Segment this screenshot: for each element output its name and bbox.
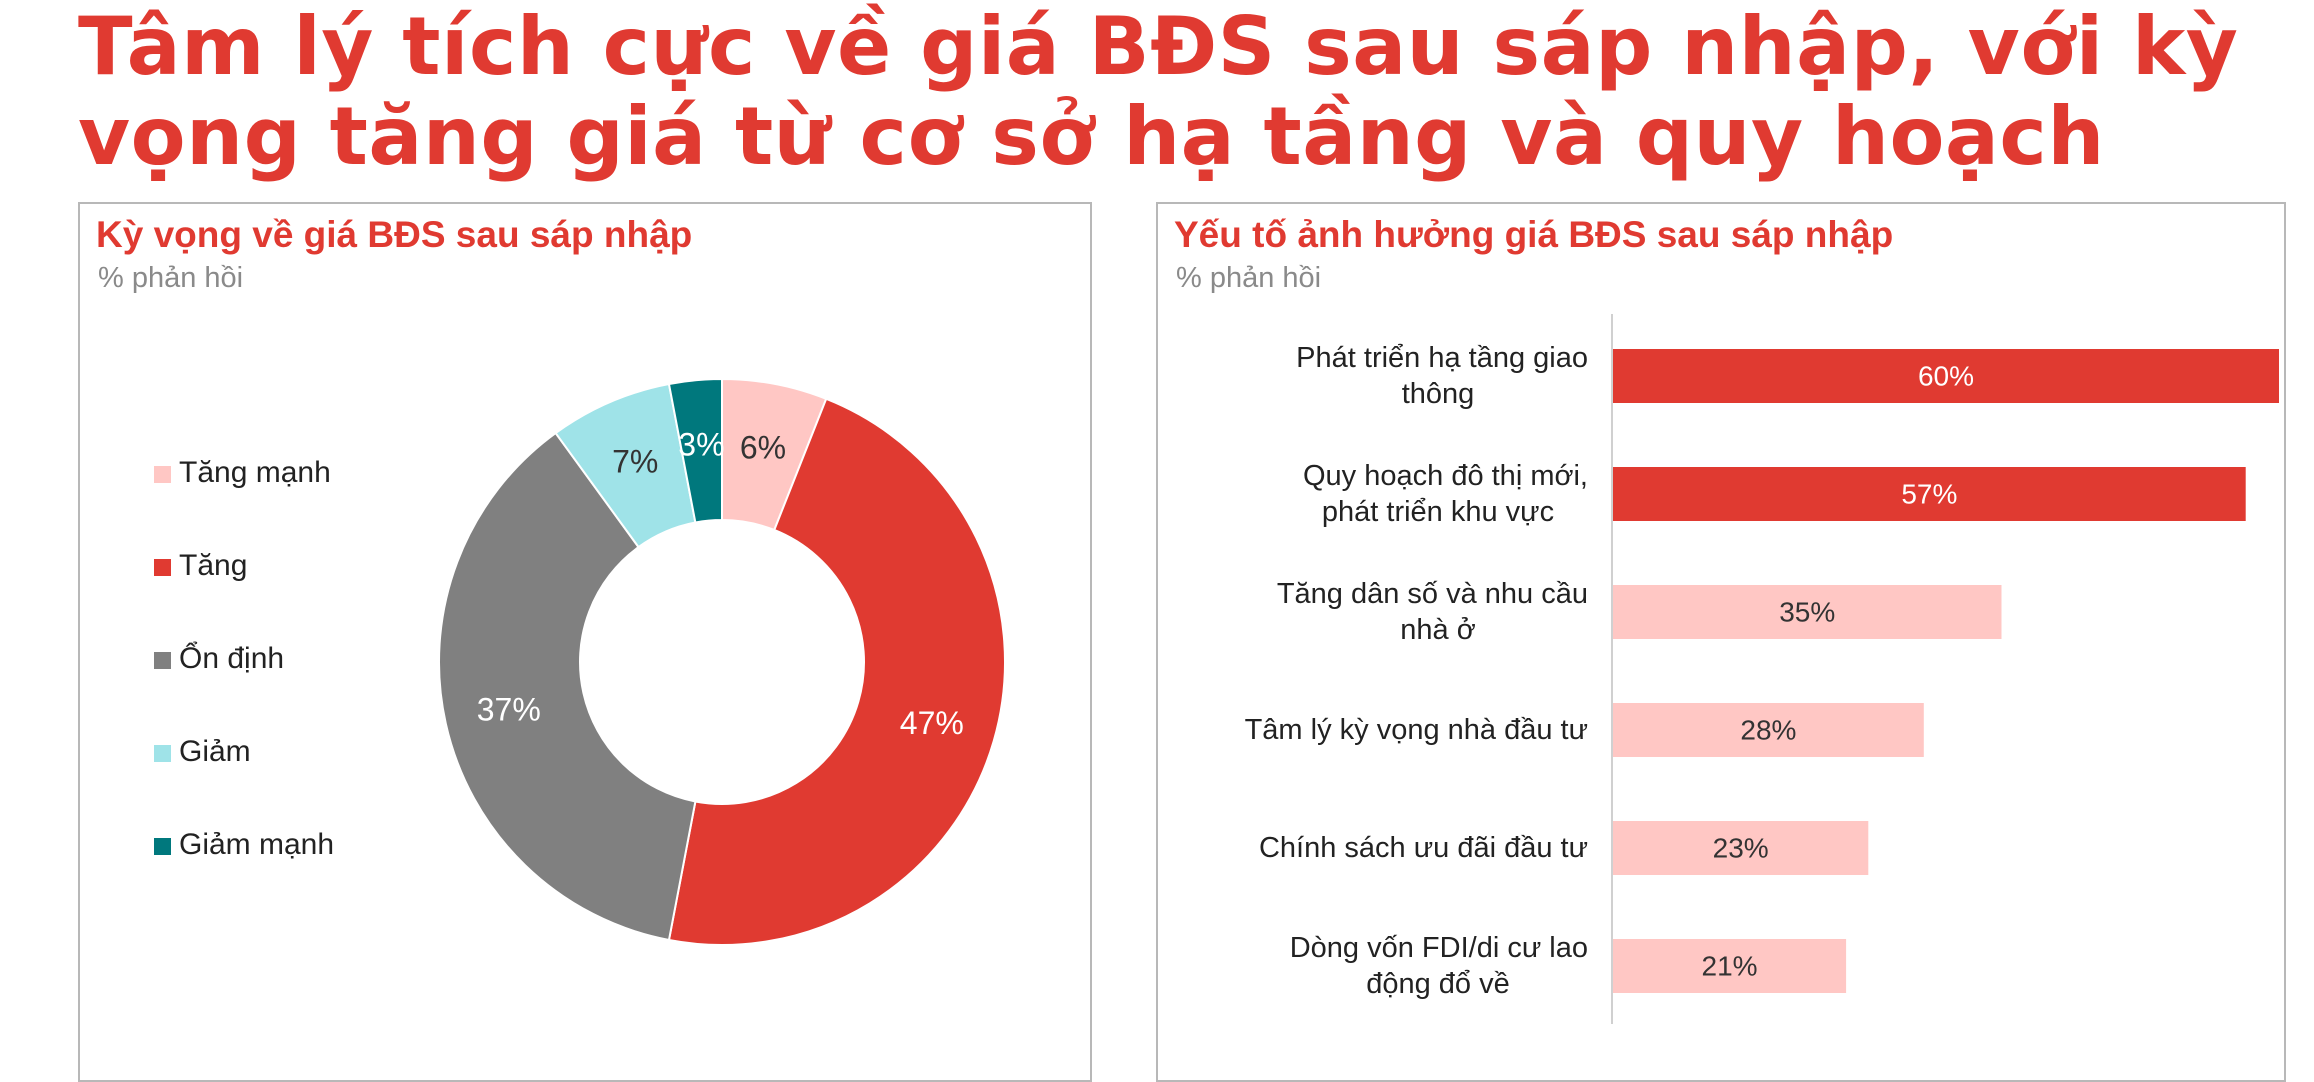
legend-swatch	[154, 466, 171, 483]
category-label: Chính sách ưu đãi đầu tư	[1259, 832, 1588, 864]
bar-chart-title: Yếu tố ảnh hưởng giá BĐS sau sáp nhập	[1174, 214, 1894, 255]
legend-swatch	[154, 745, 171, 762]
bar-value-label: 57%	[1901, 479, 1957, 510]
category-label: Dòng vốn FDI/di cư lao động đổ về	[1290, 932, 1588, 1000]
bar	[1613, 349, 2279, 403]
legend-label: Giảm	[179, 735, 251, 768]
bar	[1613, 703, 1924, 757]
bar-value-label: 21%	[1702, 951, 1758, 982]
donut-slice	[667, 397, 1006, 946]
bar-value-label: 28%	[1740, 715, 1796, 746]
bar-value-label: 35%	[1779, 597, 1835, 628]
legend-swatch	[154, 652, 171, 669]
bar-chart-subtitle: % phản hồi	[1176, 262, 1322, 294]
bar-chart-panel: Yếu tố ảnh hưởng giá BĐS sau sáp nhập % …	[1156, 202, 2286, 1082]
category-label: Phát triển hạ tầng giao thông	[1296, 342, 1588, 410]
donut-slice-label: 6%	[740, 429, 786, 465]
donut-slice-label: 3%	[678, 426, 724, 462]
bar	[1613, 467, 2246, 521]
donut-chart-title: Kỳ vọng về giá BĐS sau sáp nhập	[96, 214, 693, 255]
category-label-line: thông	[1402, 378, 1475, 410]
donut-slice	[438, 431, 697, 942]
page-title: Tâm lý tích cực về giá BĐS sau sáp nhập,…	[78, 0, 2239, 183]
legend-swatch	[154, 838, 171, 855]
legend-swatch	[154, 559, 171, 576]
category-label-line: phát triển khu vực	[1322, 496, 1554, 528]
donut-slice-label: 7%	[612, 443, 658, 479]
bar	[1613, 821, 1869, 875]
bar-chart: 60% Phát triển hạ tầng giao thông 57% Quy ho…	[1245, 314, 2279, 1024]
category-label-line: Chính sách ưu đãi đầu tư	[1259, 832, 1588, 864]
category-label-line: Tâm lý kỳ vọng nhà đầu tư	[1245, 714, 1588, 746]
donut-slice-label: 47%	[900, 705, 964, 741]
donut-chart-panel: Kỳ vọng về giá BĐS sau sáp nhập % phản h…	[78, 202, 1092, 1082]
legend-label: Giảm mạnh	[179, 828, 335, 861]
donut-slice-label: 37%	[477, 692, 541, 728]
category-label: Quy hoạch đô thị mới, phát triển khu vực	[1303, 460, 1588, 528]
bar-value-label: 60%	[1918, 361, 1974, 392]
bar	[1613, 585, 2002, 639]
category-label-line: Tăng dân số và nhu cầu	[1277, 578, 1588, 610]
bar	[1613, 939, 1847, 993]
category-label-line: Dòng vốn FDI/di cư lao	[1290, 932, 1588, 964]
donut-slice	[667, 377, 723, 524]
donut-chart-subtitle: % phản hồi	[98, 262, 244, 294]
legend-label: Ổn định	[179, 642, 285, 675]
donut-chart: 6% 47% 37% 7% 3%	[438, 377, 1006, 946]
category-label-line: động đổ về	[1366, 968, 1510, 1000]
category-label-line: nhà ở	[1400, 614, 1475, 646]
legend-label: Tăng	[179, 549, 248, 582]
category-label-line: Phát triển hạ tầng giao	[1296, 342, 1588, 374]
category-label: Tăng dân số và nhu cầu nhà ở	[1277, 578, 1588, 646]
category-label-line: Quy hoạch đô thị mới,	[1303, 460, 1588, 492]
category-label: Tâm lý kỳ vọng nhà đầu tư	[1245, 714, 1588, 746]
legend-label: Tăng mạnh	[179, 456, 331, 489]
bar-value-label: 23%	[1713, 833, 1769, 864]
